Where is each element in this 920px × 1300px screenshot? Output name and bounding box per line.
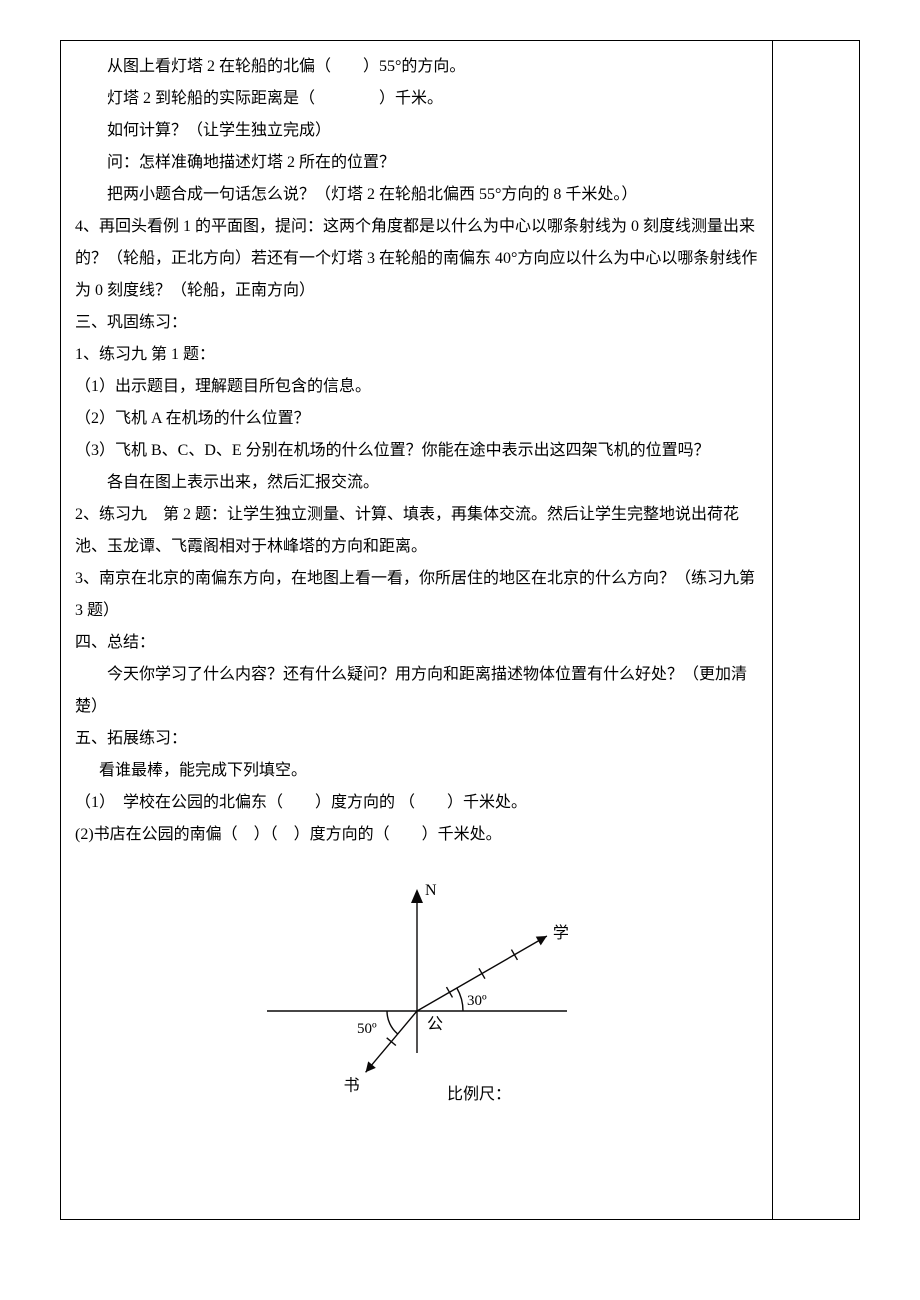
- s4-body: 今天你学习了什么内容？还有什么疑问？用方向和距离描述物体位置有什么好处？（更加清…: [75, 659, 758, 723]
- section-3-title: 三、巩固练习：: [75, 307, 758, 339]
- s5-lead: 看谁最棒，能完成下列填空。: [75, 755, 758, 787]
- line-4: 问：怎样准确地描述灯塔 2 所在的位置？: [75, 147, 758, 179]
- svg-text:书: 书: [343, 1076, 359, 1094]
- diagram-svg: N 学公书 30º 50º 比例尺：: [207, 861, 627, 1121]
- line-5: 把两小题合成一句话怎么说？（灯塔 2 在轮船北偏西 55°方向的 8 千米处。）: [75, 179, 758, 211]
- line-6: 4、再回头看例 1 的平面图，提问：这两个角度都是以什么为中心以哪条射线为 0 …: [75, 211, 758, 307]
- section-5-title: 五、拓展练习：: [75, 723, 758, 755]
- lesson-table: 从图上看灯塔 2 在轮船的北偏（ ）55°的方向。 灯塔 2 到轮船的实际距离是…: [60, 40, 860, 1220]
- s3-1a: （1）出示题目，理解题目所包含的信息。: [75, 371, 758, 403]
- s3-1d: 各自在图上表示出来，然后汇报交流。: [75, 467, 758, 499]
- line-1: 从图上看灯塔 2 在轮船的北偏（ ）55°的方向。: [75, 51, 758, 83]
- main-cell: 从图上看灯塔 2 在轮船的北偏（ ）55°的方向。 灯塔 2 到轮船的实际距离是…: [61, 41, 773, 1220]
- s3-1: 1、练习九 第 1 题：: [75, 339, 758, 371]
- side-cell: [773, 41, 860, 1220]
- svg-text:公: 公: [427, 1016, 443, 1033]
- s3-3: 3、南京在北京的南偏东方向，在地图上看一看，你所居住的地区在北京的什么方向？（练…: [75, 563, 758, 627]
- svg-text:比例尺：: 比例尺：: [447, 1085, 511, 1103]
- direction-diagram: N 学公书 30º 50º 比例尺：: [207, 861, 627, 1121]
- s5-q2: (2)书店在公园的南偏（ ）（ ）度方向的（ ）千米处。: [75, 819, 758, 851]
- s3-1b: （2）飞机 A 在机场的什么位置？: [75, 403, 758, 435]
- svg-text:N: N: [425, 882, 437, 899]
- s3-2: 2、练习九 第 2 题：让学生独立测量、计算、填表，再集体交流。然后让学生完整地…: [75, 499, 758, 563]
- section-4-title: 四、总结：: [75, 627, 758, 659]
- s3-1c: （3）飞机 B、C、D、E 分别在机场的什么位置？你能在途中表示出这四架飞机的位…: [75, 435, 758, 467]
- svg-text:学: 学: [553, 924, 569, 942]
- svg-text:30º: 30º: [467, 993, 487, 1009]
- line-2: 灯塔 2 到轮船的实际距离是（ ）千米。: [75, 83, 758, 115]
- svg-text:50º: 50º: [357, 1021, 377, 1037]
- s5-q1: （1） 学校在公园的北偏东（ ）度方向的 （ ）千米处。: [75, 787, 758, 819]
- line-3: 如何计算？（让学生独立完成）: [75, 115, 758, 147]
